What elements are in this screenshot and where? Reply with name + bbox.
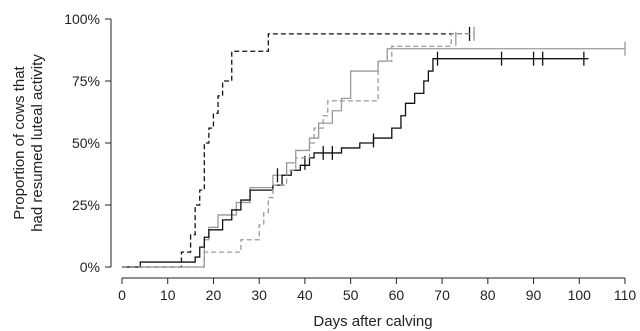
x-tick-label: 60: [389, 287, 405, 303]
x-tick-label: 80: [480, 287, 496, 303]
series-2-line: [122, 48, 625, 268]
y-axis-title-line-1: Proportion of cows that: [11, 65, 28, 219]
series-3-line: [122, 58, 589, 268]
series-2: [122, 41, 626, 268]
y-tick-label: 0%: [80, 259, 100, 275]
axes: 0 10 20 30 40 50 60 70 80 90 100 110 0% 25% 50% 75% 100%: [64, 11, 636, 303]
series-1: [122, 26, 471, 268]
series-4-line: [122, 33, 475, 268]
x-tick-label: 0: [118, 287, 126, 303]
y-axis-title-line-2: had resumed luteal activity: [29, 54, 46, 232]
x-tick-label: 110: [614, 287, 637, 303]
x-tick-label: 70: [434, 287, 450, 303]
y-tick-label: 50%: [72, 135, 100, 151]
x-tick-label: 40: [297, 287, 313, 303]
series-layer: [122, 26, 626, 268]
x-tick-label: 20: [206, 287, 222, 303]
y-tick-label: 75%: [72, 73, 100, 89]
x-tick-label: 90: [526, 287, 542, 303]
x-tick-label: 50: [343, 287, 359, 303]
series-1-line: [122, 33, 470, 268]
x-axis-title: Days after calving: [313, 313, 432, 330]
x-tick-label: 100: [568, 287, 592, 303]
series-4: [122, 26, 475, 268]
x-tick-label: 30: [251, 287, 267, 303]
x-tick-label: 10: [160, 287, 176, 303]
series-3: [122, 51, 589, 268]
title-layer: Days after calving Proportion of cows th…: [11, 54, 433, 330]
y-tick-label: 25%: [72, 197, 100, 213]
y-tick-label: 100%: [64, 11, 100, 27]
